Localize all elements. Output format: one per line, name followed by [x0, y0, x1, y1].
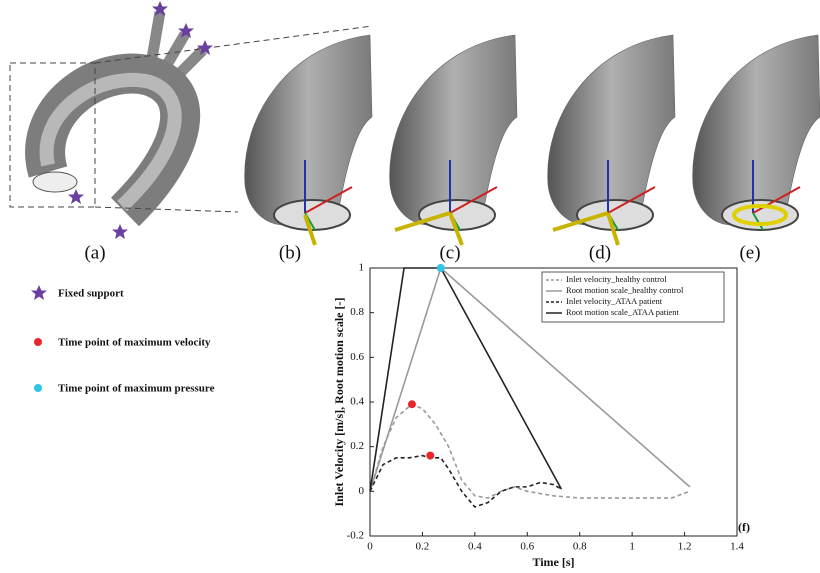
key-marker	[34, 384, 42, 392]
y-tick-label: -0.2	[347, 530, 364, 542]
x-tick-label: 0	[367, 541, 373, 553]
x-tick-label: 1.4	[730, 541, 744, 553]
marker-point	[436, 264, 445, 272]
panel-label: (c)	[439, 242, 460, 263]
series-line	[369, 267, 563, 492]
panel-label: (e)	[739, 242, 760, 263]
aorta-root-d	[546, 34, 676, 231]
legend-label: Inlet velocity_ATAA patient	[566, 296, 663, 306]
motion-arrows	[303, 204, 788, 246]
aorta-root-c	[388, 34, 518, 231]
y-tick-label: 0.6	[350, 351, 364, 363]
star-icon	[31, 285, 47, 300]
key-label: Time point of maximum velocity	[58, 337, 211, 349]
y-tick-label: 0.2	[350, 440, 364, 452]
panel-label: (f)	[738, 520, 750, 534]
key-marker	[34, 338, 42, 346]
x-tick-label: 0.8	[573, 541, 587, 553]
legend-box	[541, 271, 725, 323]
aorta-model	[9, 1, 373, 239]
x-tick-label: 1	[629, 541, 635, 553]
legend-label: Root motion scale_ATAA patient	[566, 307, 680, 317]
x-tick-label: 0.2	[416, 541, 430, 553]
y-tick-label: 0	[359, 485, 365, 497]
key-label: Time point of maximum pressure	[58, 383, 215, 395]
legend-label: Root motion scale_healthy control	[566, 285, 684, 295]
x-axis-label: Time [s]	[532, 555, 574, 569]
x-tick-label: 0.4	[468, 541, 482, 553]
y-tick-label: 0.8	[350, 306, 364, 318]
series-line	[369, 403, 691, 499]
panel-label: (a)	[84, 242, 105, 263]
key-label: Fixed support	[58, 288, 124, 300]
marker-point	[426, 451, 435, 460]
x-tick-label: 1.2	[678, 541, 692, 553]
panel-label: (d)	[589, 242, 611, 263]
x-tick-label: 0.6	[520, 541, 534, 553]
series-line	[369, 454, 562, 508]
y-axis-label: Inlet Velocity [m/s], Root motion scale …	[332, 298, 346, 507]
aorta-root-b	[243, 34, 373, 231]
panel-label: (b)	[279, 242, 301, 263]
aorta-root-e	[691, 34, 820, 231]
y-tick-label: 0.4	[350, 396, 364, 408]
y-tick-label: 1	[359, 262, 365, 274]
legend-label: Inlet velocity_healthy control	[566, 274, 667, 284]
marker-point	[407, 400, 416, 409]
